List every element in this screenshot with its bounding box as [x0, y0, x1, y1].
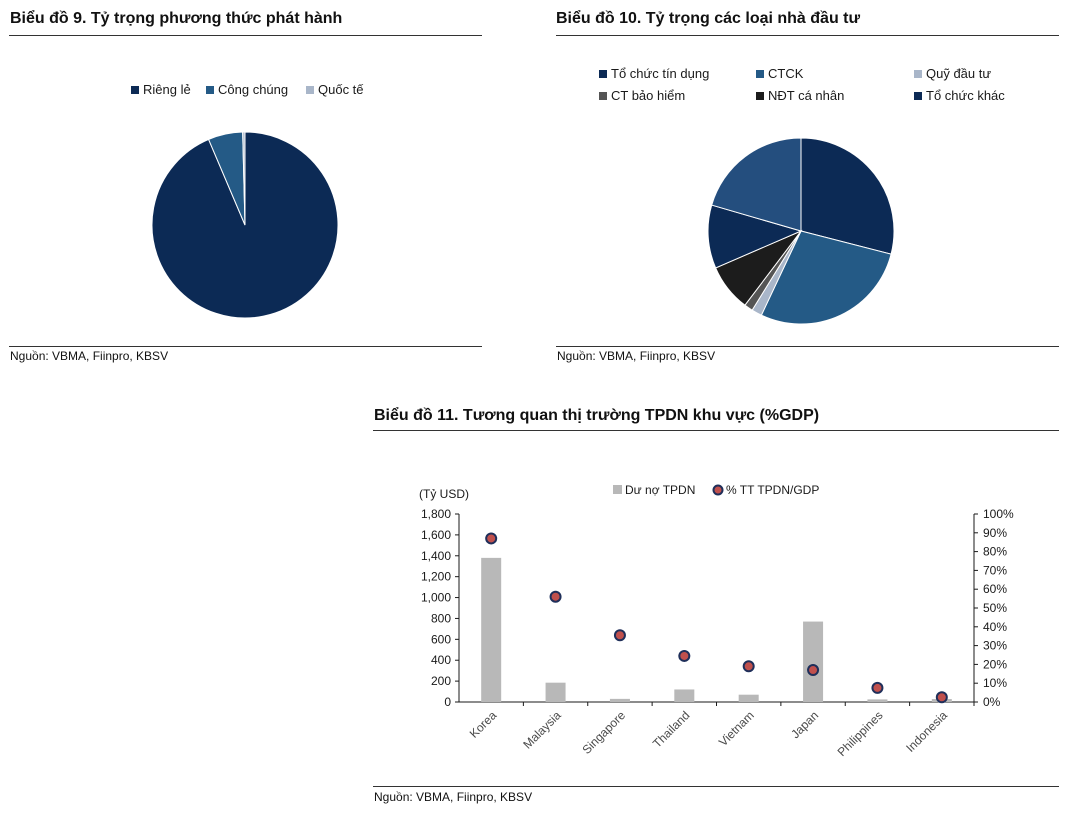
chart11-y-tick-label: 400 — [431, 653, 451, 667]
chart9-legend-swatch-cong-chung — [206, 86, 214, 94]
chart11-bottom-rule — [373, 786, 1059, 787]
chart11-bar-philippines — [867, 699, 888, 702]
chart11-legend-label-bars: Dư nợ TPDN — [625, 483, 695, 497]
chart11-combo-chart: Dư nợ TPDN % TT TPDN/GDP (Tỷ USD) 0 200 400 60… — [419, 483, 1014, 759]
chart9-legend-label-quoc-te: Quốc tế — [318, 82, 364, 97]
chart11-source: Nguồn: VBMA, Fiinpro, KBSV — [374, 790, 533, 804]
chart11-legend-swatch-bars — [613, 485, 622, 494]
chart9-title: Biểu đồ 9. Tỷ trọng phương thức phát hàn… — [10, 10, 343, 27]
chart11-y2-tick-label: 50% — [983, 601, 1007, 615]
chart10-legend-label-to-chuc-tin-dung: Tổ chức tín dụng — [611, 66, 709, 81]
chart11-y-tick-label: 1,400 — [421, 549, 451, 563]
chart10-slice-ctck — [760, 230, 892, 325]
chart11-y-axis-title: (Tỷ USD) — [419, 487, 469, 501]
chart11-x-tick-label-singapore: Singapore — [579, 708, 628, 757]
chart11-dot-korea — [485, 532, 498, 545]
chart10-slice-to-chuc-tin-dung — [800, 137, 895, 255]
chart9-legend-swatch-rieng-le — [131, 86, 139, 94]
chart11-y2-tick-label: 70% — [983, 563, 1007, 577]
chart11-bar-japan — [803, 621, 824, 702]
chart11-dot-vietnam — [742, 660, 755, 673]
chart9-slice-quoc-te — [242, 131, 246, 226]
chart11-bar-vietnam — [738, 694, 759, 702]
chart11-y-tick-label: 1,200 — [421, 570, 451, 584]
chart11-y2-tick-label: 60% — [983, 582, 1007, 596]
chart10-slice-to-chuc-khac-2 — [711, 137, 802, 232]
chart11-y2-tick-label: 80% — [983, 545, 1007, 559]
chart11-y2-tick-label: 10% — [983, 676, 1007, 690]
chart11-y2-tick-label: 100% — [983, 507, 1014, 521]
chart11-y-tick-label: 1,000 — [421, 591, 451, 605]
chart11-bar-thailand — [674, 689, 695, 702]
chart11-bar-singapore — [609, 698, 630, 702]
chart9-top-rule — [9, 35, 482, 36]
chart11-y-tick-label: 0 — [444, 695, 451, 709]
chart9-bottom-rule — [9, 346, 482, 347]
chart11-y-tick-label: 1,600 — [421, 528, 451, 542]
chart9-source: Nguồn: VBMA, Fiinpro, KBSV — [10, 349, 169, 363]
chart11-legend-swatch-dots — [712, 484, 724, 496]
chart10-legend-swatch-ctck — [756, 70, 764, 78]
chart10-bottom-rule — [556, 346, 1059, 347]
chart11-dot-singapore — [613, 629, 626, 642]
chart11-y-tick-label: 600 — [431, 632, 451, 646]
chart10-legend-swatch-ct-bao-hiem — [599, 92, 607, 100]
chart11-y2-tick-label: 20% — [983, 657, 1007, 671]
chart11-x-tick-label-philippines: Philippines — [835, 708, 886, 759]
chart11-x-tick-label-indonesia: Indonesia — [903, 708, 950, 755]
chart10-legend-label-quy-dau-tu: Quỹ đầu tư — [926, 66, 991, 81]
chart10-legend-label-ctck: CTCK — [768, 66, 804, 81]
chart11-title: Biểu đồ 11. Tương quan thị trường TPDN k… — [374, 407, 820, 424]
chart11-x-tick-label-malaysia: Malaysia — [520, 708, 564, 752]
chart11-bar-korea — [481, 557, 502, 702]
chart10-pie-chart: Tổ chức tín dụng CTCK Quỹ đầu tư CT bảo hiể… — [599, 66, 1005, 325]
chart9-legend-label-cong-chung: Công chúng — [218, 82, 288, 97]
chart11-x-tick-label-vietnam: Vietnam — [716, 708, 757, 749]
chart10-legend-swatch-quy-dau-tu — [914, 70, 922, 78]
chart11-y-tick-label: 200 — [431, 674, 451, 688]
chart10-source: Nguồn: VBMA, Fiinpro, KBSV — [557, 349, 716, 363]
chart10-legend-label-ndt-ca-nhan: NĐT cá nhân — [768, 88, 844, 103]
chart11-y-tick-label: 1,800 — [421, 507, 451, 521]
chart9-legend-label-rieng-le: Riêng lẻ — [143, 82, 191, 97]
chart11-dot-thailand — [678, 649, 691, 662]
chart11-y2-tick-label: 30% — [983, 639, 1007, 653]
chart11-y2-tick-label: 90% — [983, 526, 1007, 540]
chart11-top-rule — [373, 430, 1059, 431]
chart11-dot-japan — [807, 664, 820, 677]
chart10-legend-swatch-to-chuc-tin-dung — [599, 70, 607, 78]
chart10-legend-label-to-chuc-khac: Tổ chức khác — [926, 88, 1005, 103]
chart11-dot-indonesia — [935, 691, 948, 704]
chart11-x-tick-label-thailand: Thailand — [650, 708, 692, 750]
chart11-y2-tick-label: 0% — [983, 695, 1001, 709]
chart10-top-rule — [556, 35, 1059, 36]
chart9-legend-swatch-quoc-te — [306, 86, 314, 94]
chart10-legend-swatch-to-chuc-khac — [914, 92, 922, 100]
chart10-title: Biểu đồ 10. Tỷ trọng các loại nhà đầu tư — [556, 10, 861, 27]
chart11-legend-label-dots: % TT TPDN/GDP — [726, 483, 819, 497]
chart11-x-tick-label-japan: Japan — [788, 708, 821, 741]
chart11-bar-malaysia — [545, 682, 566, 702]
chart11-y2-tick-label: 40% — [983, 620, 1007, 634]
chart11-dot-malaysia — [549, 590, 562, 603]
chart10-legend-label-ct-bao-hiem: CT bảo hiểm — [611, 88, 685, 103]
chart11-x-tick-label-korea: Korea — [467, 708, 500, 741]
chart9-pie-chart: Riêng lẻ Công chúng Quốc tế — [131, 82, 364, 319]
chart11-y-tick-label: 800 — [431, 611, 451, 625]
chart11-dot-philippines — [871, 681, 884, 694]
chart10-legend-swatch-ndt-ca-nhan — [756, 92, 764, 100]
